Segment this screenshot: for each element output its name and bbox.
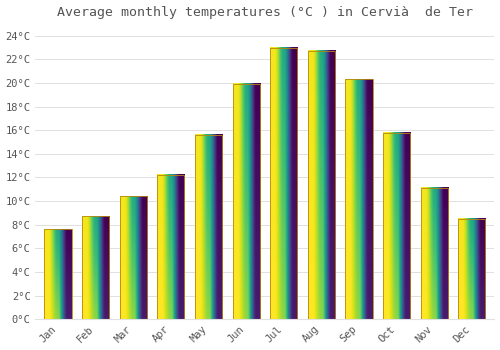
Bar	[420, 188, 448, 319]
Bar	[383, 133, 410, 319]
Bar	[120, 196, 147, 319]
Bar	[82, 216, 109, 319]
Bar	[346, 79, 372, 319]
Bar	[44, 230, 72, 319]
Bar	[270, 48, 297, 319]
Bar	[195, 135, 222, 319]
Title: Average monthly temperatures (°C ) in Cervià  de Ter: Average monthly temperatures (°C ) in Ce…	[57, 6, 473, 19]
Bar	[458, 219, 485, 319]
Bar	[158, 175, 184, 319]
Bar	[308, 51, 335, 319]
Bar	[232, 84, 260, 319]
